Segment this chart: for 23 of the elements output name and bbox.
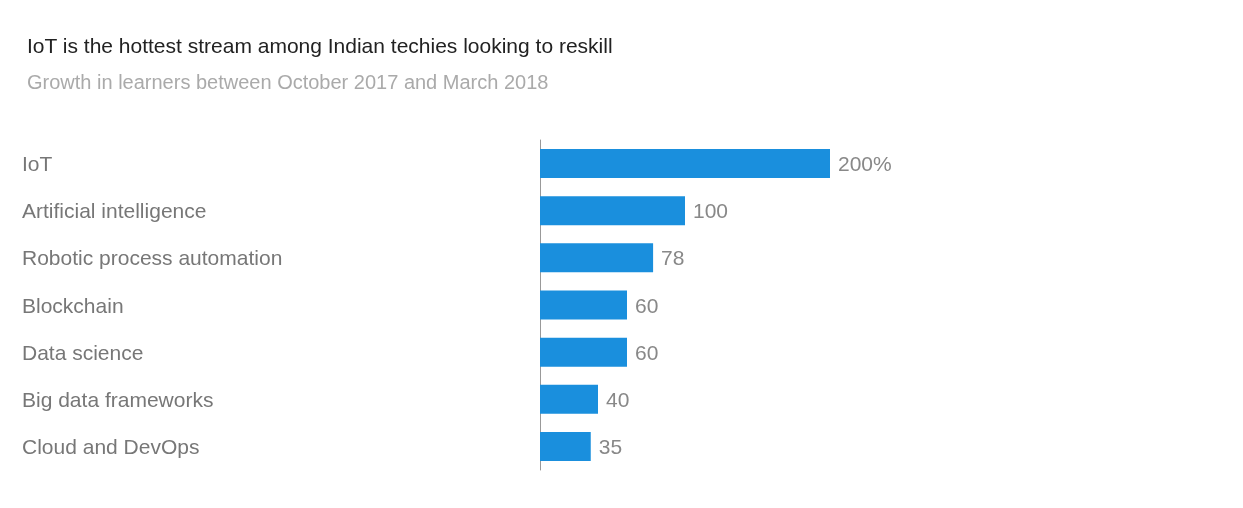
- y-tick-label: Artificial intelligence: [22, 199, 207, 223]
- data-label: 35: [598, 434, 623, 458]
- data-label: 60: [635, 340, 659, 364]
- y-tick-label: Big data frameworks: [22, 387, 214, 411]
- y-tick-label: Blockchain: [22, 293, 124, 317]
- data-label: 100: [693, 199, 729, 223]
- bar: [540, 431, 591, 461]
- bar: [540, 149, 830, 179]
- data-label: 40: [606, 387, 630, 411]
- bar: [540, 337, 627, 367]
- bar: [540, 196, 685, 226]
- y-tick-label: Robotic process automation: [22, 246, 283, 270]
- data-label: 60: [635, 293, 659, 317]
- y-tick-label: Cloud and DevOps: [22, 434, 200, 458]
- bar: [540, 290, 627, 320]
- y-tick-label: IoT: [22, 152, 53, 176]
- text: Growth in learners between October 2017 and March 2018: [27, 71, 549, 93]
- y-tick-label: Data science: [22, 340, 144, 364]
- text: IoT is the hottest stream among Indian techies looking to reskill: [27, 34, 613, 57]
- bar: [540, 384, 598, 414]
- data-label: 78: [661, 246, 685, 270]
- data-label: 200%: [838, 152, 892, 176]
- bar: [540, 243, 654, 273]
